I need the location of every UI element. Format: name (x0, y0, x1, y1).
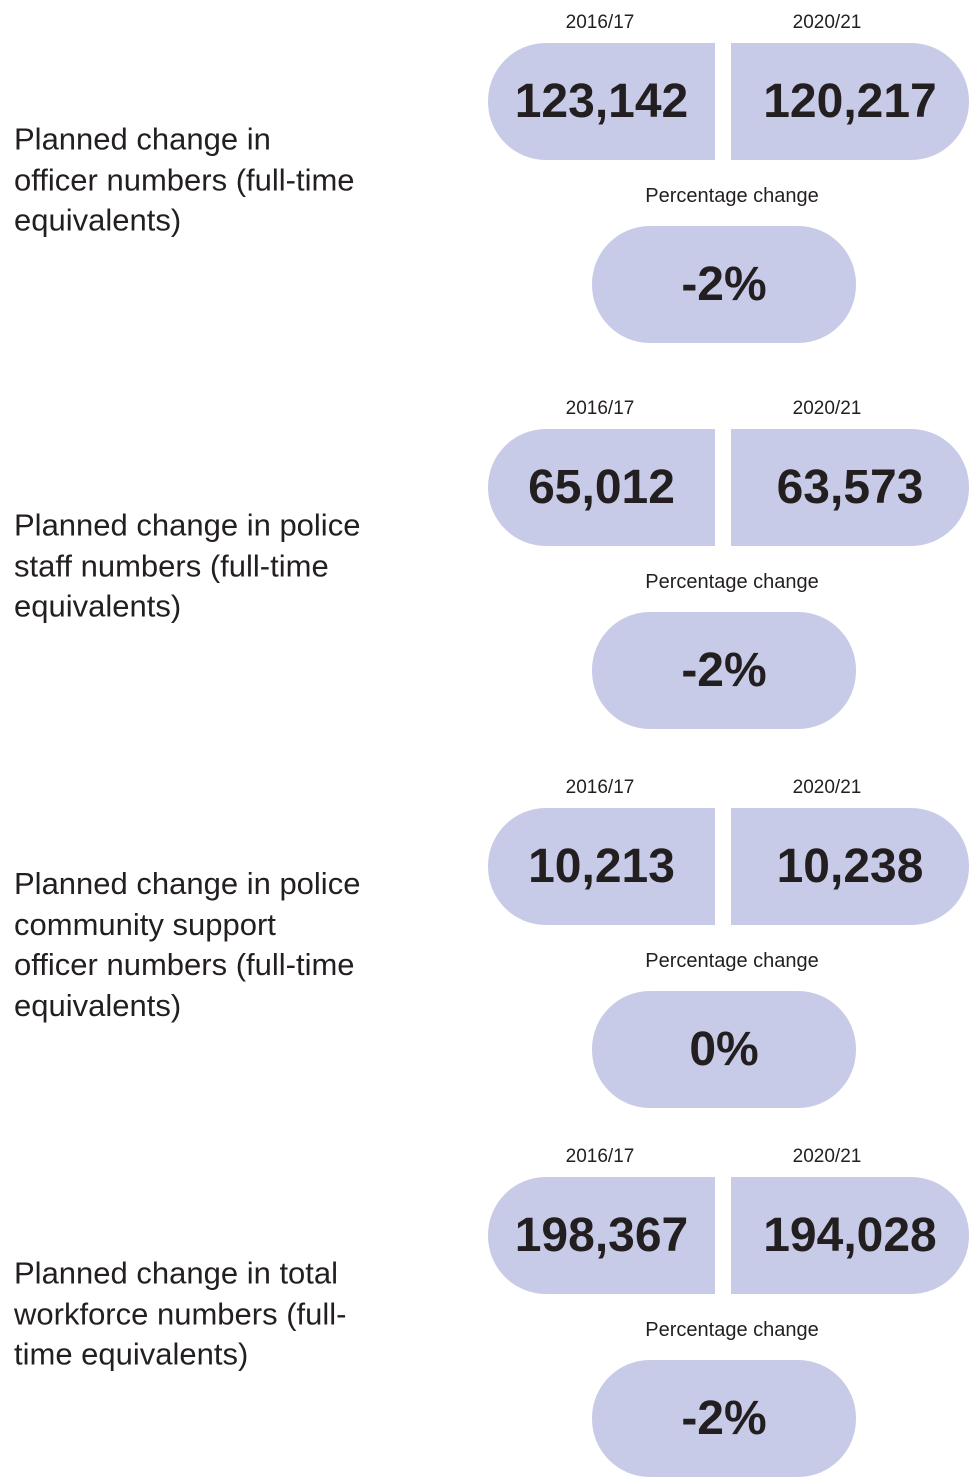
label-line: time equivalents) (14, 1336, 249, 1372)
year-label: 2020/21 (792, 1146, 862, 1167)
label-line: community support (14, 906, 276, 942)
value-pill: 120,217 (731, 43, 969, 160)
label-line: officer numbers (full-time (14, 947, 355, 982)
value-pill: 123,142 (488, 43, 715, 160)
label-line: Planned change in police (14, 507, 361, 543)
label-line: equivalents) (14, 202, 182, 238)
percentage-pill: 0% (592, 991, 856, 1108)
label-line: Planned change in police (14, 866, 361, 901)
section-label: Planned change in police staff numbers (f… (14, 505, 434, 627)
label-line: officer numbers (full-time (14, 161, 355, 197)
percentage-label: Percentage change (645, 950, 819, 972)
value-pill: 10,238 (731, 808, 969, 925)
percentage-label: Percentage change (645, 1319, 819, 1341)
label-line: Planned change in (14, 121, 271, 157)
value-pill: 65,012 (488, 429, 715, 546)
label-line: equivalents) (14, 987, 182, 1023)
year-label: 2016/17 (565, 777, 635, 798)
label-line: workforce numbers (full- (14, 1295, 347, 1331)
section-label: Planned change in officer numbers (full-t… (14, 119, 434, 241)
year-label: 2016/17 (565, 398, 635, 419)
value-pill: 63,573 (731, 429, 969, 546)
label-line: staff numbers (full-time (14, 547, 329, 583)
percentage-pill: -2% (592, 226, 856, 343)
label-line: Planned change in total (14, 1255, 339, 1291)
section-label: Planned change in total workforce numbers… (14, 1253, 434, 1375)
value-pill: 198,367 (488, 1177, 715, 1294)
year-label: 2016/17 (565, 12, 635, 33)
percentage-pill: -2% (592, 1360, 856, 1477)
label-line: equivalents) (14, 588, 182, 624)
percentage-label: Percentage change (645, 185, 819, 207)
section-label: Planned change in police community suppor… (14, 864, 434, 1026)
year-label: 2020/21 (792, 398, 862, 419)
percentage-pill: -2% (592, 612, 856, 729)
value-pill: 10,213 (488, 808, 715, 925)
year-label: 2020/21 (792, 777, 862, 798)
year-label: 2016/17 (565, 1146, 635, 1167)
percentage-label: Percentage change (645, 571, 819, 593)
year-label: 2020/21 (792, 12, 862, 33)
value-pill: 194,028 (731, 1177, 969, 1294)
